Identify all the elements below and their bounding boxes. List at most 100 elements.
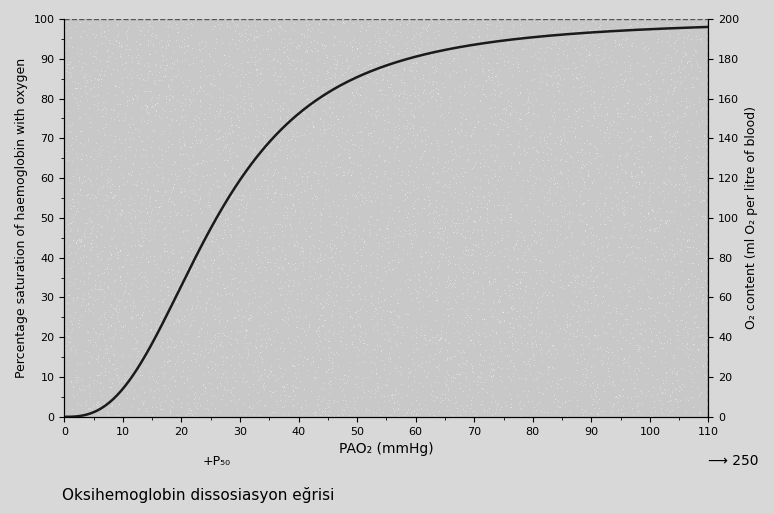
Point xyxy=(229,40,241,48)
Point xyxy=(61,232,74,240)
Point xyxy=(300,227,312,235)
Point xyxy=(161,61,173,69)
Point xyxy=(581,299,594,307)
Point xyxy=(392,258,404,266)
Point xyxy=(528,332,540,341)
Point xyxy=(139,281,152,289)
Point xyxy=(238,106,250,114)
Point xyxy=(252,388,265,396)
Point xyxy=(158,295,170,303)
Point xyxy=(104,383,116,391)
Point xyxy=(427,258,440,266)
Point xyxy=(324,209,336,217)
Point xyxy=(59,346,71,354)
Point xyxy=(255,321,268,329)
Point xyxy=(139,152,152,160)
Point xyxy=(124,142,136,150)
Point xyxy=(601,123,613,131)
Point xyxy=(426,78,439,86)
Point xyxy=(92,352,104,360)
Point xyxy=(688,100,700,108)
Point xyxy=(687,212,700,220)
Point xyxy=(470,82,482,90)
Point xyxy=(629,177,642,186)
Point xyxy=(235,191,247,200)
Point xyxy=(323,403,335,411)
Point xyxy=(365,368,378,376)
Point xyxy=(94,142,107,150)
Point xyxy=(106,402,118,410)
Point xyxy=(433,406,446,415)
Point xyxy=(512,230,524,239)
Point xyxy=(491,35,503,44)
Point xyxy=(310,343,323,351)
Point xyxy=(300,21,313,29)
Point xyxy=(264,232,276,240)
Point xyxy=(246,361,259,369)
Point xyxy=(146,70,158,78)
Point xyxy=(378,156,391,164)
Point xyxy=(344,397,357,405)
Point xyxy=(243,83,255,91)
Point xyxy=(241,351,254,359)
Point xyxy=(567,330,579,338)
Point xyxy=(471,329,484,337)
Point xyxy=(317,322,330,330)
Point xyxy=(635,21,648,29)
Point xyxy=(178,317,190,325)
Point xyxy=(364,251,376,259)
Point xyxy=(169,105,181,113)
Point xyxy=(61,325,74,333)
Point xyxy=(224,202,236,210)
Point xyxy=(252,328,265,337)
Point xyxy=(145,386,157,394)
Point xyxy=(457,81,470,89)
Point xyxy=(105,15,118,24)
Point xyxy=(206,80,218,88)
Point xyxy=(694,106,707,114)
Point xyxy=(616,80,628,88)
Point xyxy=(334,271,346,280)
Point xyxy=(330,212,342,220)
Point xyxy=(245,101,257,109)
Point xyxy=(62,152,74,161)
Point xyxy=(681,151,694,159)
Point xyxy=(372,34,385,43)
Point xyxy=(425,265,437,273)
Point xyxy=(448,352,461,360)
Point xyxy=(690,75,703,83)
Point xyxy=(301,58,313,67)
Point xyxy=(435,333,447,342)
Point xyxy=(399,195,411,203)
Point xyxy=(324,240,336,248)
Point xyxy=(684,102,697,110)
Point xyxy=(368,185,381,193)
Point xyxy=(87,58,99,67)
Point xyxy=(67,202,80,210)
Point xyxy=(131,45,143,53)
Point xyxy=(693,390,705,398)
Point xyxy=(595,243,608,251)
Point xyxy=(108,325,121,333)
Point xyxy=(614,188,626,196)
Point xyxy=(423,195,436,204)
Point xyxy=(115,211,127,220)
Point xyxy=(552,169,564,177)
Point xyxy=(483,191,495,199)
Point xyxy=(200,38,212,47)
Point xyxy=(395,170,407,179)
Point xyxy=(279,255,291,263)
Point xyxy=(447,173,460,181)
Point xyxy=(204,370,216,378)
Point xyxy=(441,233,454,241)
Point xyxy=(219,172,231,181)
Point xyxy=(178,277,190,285)
Point xyxy=(627,409,639,418)
Point xyxy=(401,192,413,201)
Point xyxy=(526,397,538,405)
Point xyxy=(303,209,315,218)
Point xyxy=(642,237,654,245)
Point xyxy=(342,307,354,315)
Point xyxy=(670,397,683,405)
Point xyxy=(206,25,218,33)
